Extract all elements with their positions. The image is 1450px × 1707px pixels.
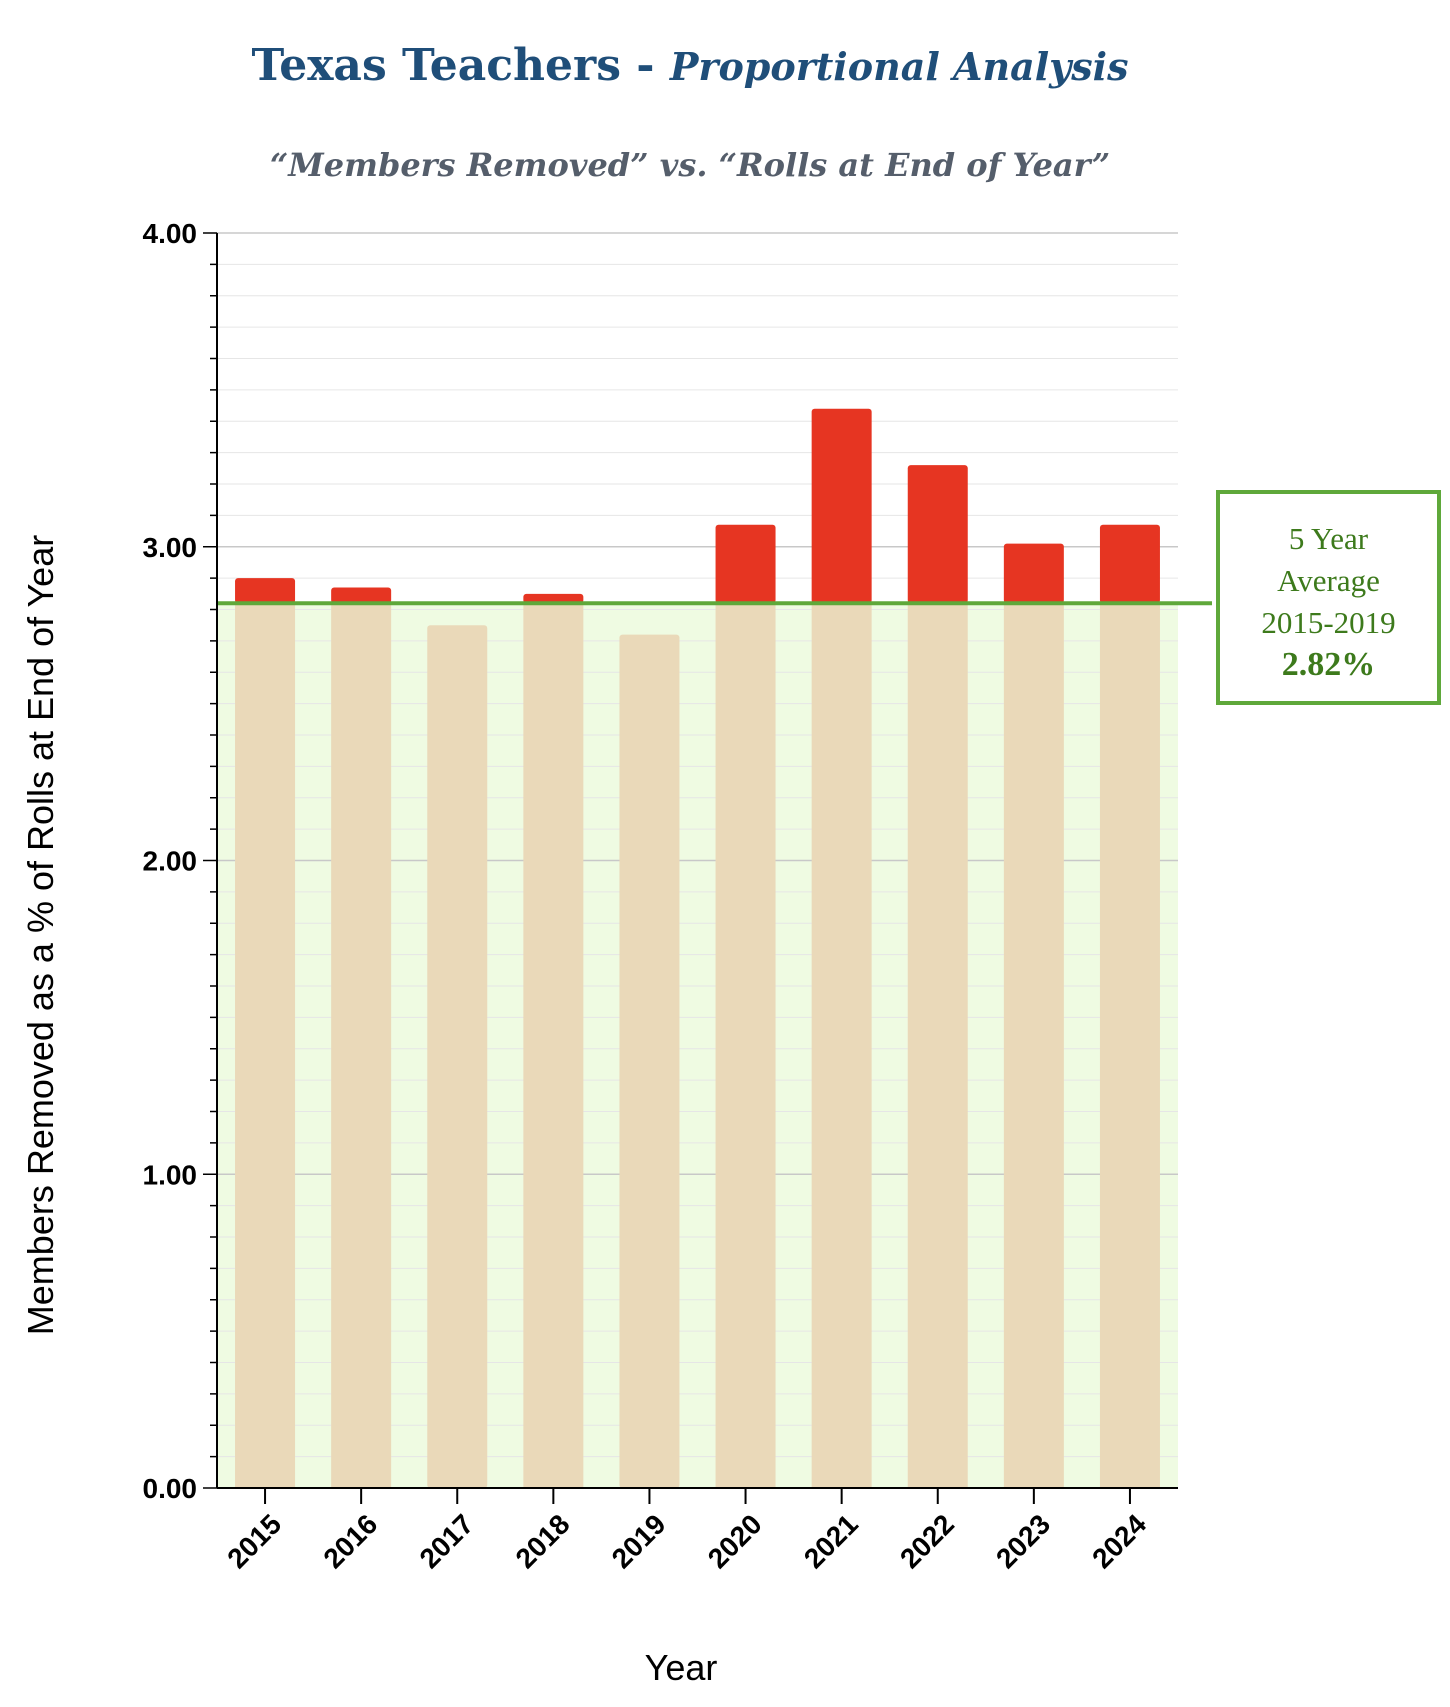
- bar-above-average: [811, 408, 872, 604]
- x-tick-label: 2019: [606, 1508, 672, 1574]
- x-tick-label: 2015: [221, 1508, 287, 1574]
- bar-above-average: [1099, 524, 1160, 604]
- y-tick-label: 0.00: [143, 1473, 198, 1504]
- bar-below-average: [1003, 603, 1064, 1488]
- average-line2: Average: [1277, 563, 1380, 598]
- bar-below-average: [235, 603, 296, 1488]
- average-line3: 2015-2019: [1261, 605, 1396, 640]
- bar-above-average: [331, 587, 392, 604]
- x-tick-label: 2023: [990, 1508, 1056, 1574]
- y-tick-label: 1.00: [143, 1159, 198, 1190]
- bar-below-average: [331, 603, 392, 1488]
- y-tick-label: 3.00: [143, 532, 198, 563]
- average-annotation: 5 Year Average 2015-2019 2.82%: [1216, 490, 1441, 705]
- y-tick-label: 2.00: [143, 846, 198, 877]
- x-tick-label: 2021: [798, 1508, 864, 1574]
- bar-above-average: [523, 593, 584, 604]
- x-tick-label: 2018: [510, 1508, 576, 1574]
- average-line1: 5 Year: [1288, 521, 1369, 556]
- x-tick-label: 2017: [414, 1508, 480, 1574]
- y-tick-label: 4.00: [143, 218, 198, 249]
- bar-below-average: [523, 603, 584, 1488]
- x-tick-label: 2024: [1086, 1508, 1152, 1574]
- bar-above-average: [1003, 543, 1064, 604]
- y-axis-title: Members Removed as a % of Rolls at End o…: [20, 535, 61, 1335]
- bar-below-average: [907, 603, 968, 1488]
- x-axis-title: Year: [645, 1647, 718, 1688]
- bar-above-average: [235, 578, 296, 604]
- average-value: 2.82%: [1281, 646, 1376, 683]
- chart-subtitle: “Members Removed” vs. “Rolls at End of Y…: [269, 146, 1111, 184]
- chart-title-main: Texas Teachers -: [251, 40, 670, 91]
- bar: [427, 625, 488, 1488]
- bar-below-average: [1099, 603, 1160, 1488]
- bar-below-average: [715, 603, 776, 1488]
- bar-above-average: [907, 465, 968, 604]
- x-tick-label: 2020: [702, 1508, 768, 1574]
- chart-title-italic: Proportional Analysis: [669, 44, 1129, 89]
- x-tick-label: 2016: [317, 1508, 383, 1574]
- x-tick-label: 2022: [894, 1508, 960, 1574]
- chart-title: Texas Teachers - Proportional Analysis: [0, 40, 1380, 91]
- bar-below-average: [811, 603, 872, 1488]
- bar-above-average: [715, 524, 776, 604]
- bar: [619, 634, 680, 1488]
